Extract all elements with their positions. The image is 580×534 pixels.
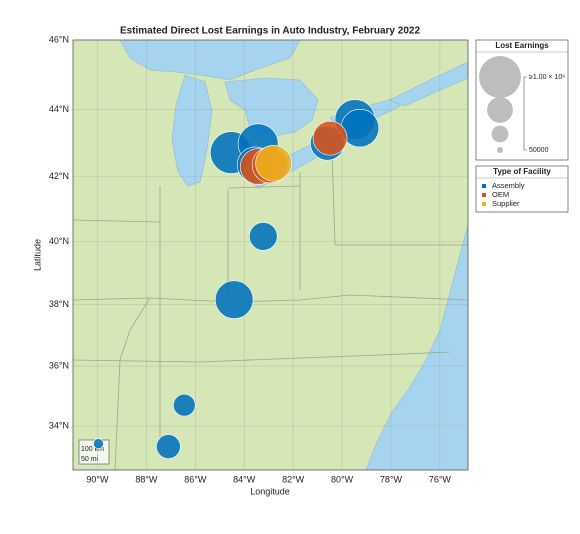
y-tick-label: 36°N [49, 360, 69, 370]
y-tick-label: 42°N [49, 171, 69, 181]
x-tick-label: 82°W [282, 474, 305, 484]
bubble [214, 280, 254, 319]
size-legend-bracket [523, 76, 527, 151]
chart-title: Estimated Direct Lost Earnings in Auto I… [120, 26, 421, 37]
legend-swatch [482, 184, 486, 188]
y-axis-label: Latitude [32, 239, 42, 271]
plot-frame [72, 39, 469, 471]
x-tick-label: 76°W [429, 474, 452, 484]
size-legend-bubble [487, 97, 513, 123]
legend-swatch [482, 202, 486, 206]
legend-label: Assembly [492, 181, 525, 190]
color-legend-title: Type of Facility [493, 167, 551, 176]
bubble [312, 120, 348, 156]
x-tick-label: 88°W [135, 474, 158, 484]
y-tick-label: 34°N [49, 420, 69, 430]
y-tick-label: 44°N [49, 104, 69, 114]
legend-swatch [482, 193, 486, 197]
size-legend-label: 50000 [529, 147, 549, 154]
x-tick-label: 90°W [86, 474, 109, 484]
size-legend-bubble [497, 147, 503, 153]
size-legend [475, 39, 569, 161]
size-legend-bubble [491, 125, 509, 143]
x-tick-label: 80°W [331, 474, 354, 484]
size-legend-bubble [479, 56, 521, 98]
x-tick-label: 86°W [184, 474, 207, 484]
bubble [255, 144, 292, 182]
legend-label: OEM [492, 190, 509, 199]
bubble [248, 222, 278, 251]
size-legend-title: Lost Earnings [495, 41, 549, 50]
x-tick-label: 84°W [233, 474, 256, 484]
size-legend-label: ≥1.00 × 10⁶ [529, 74, 565, 81]
x-tick-label: 78°W [380, 474, 403, 484]
bubble [173, 393, 196, 417]
bubble [156, 434, 181, 459]
y-tick-label: 46°N [49, 34, 69, 44]
bubble [93, 438, 104, 449]
legend-label: Supplier [492, 199, 520, 208]
x-axis-label: Longitude [250, 486, 290, 496]
color-legend [475, 165, 569, 213]
scale-bar-label: 100 km [81, 446, 104, 453]
y-tick-label: 38°N [49, 299, 69, 309]
y-tick-label: 40°N [49, 236, 69, 246]
bubbles [93, 99, 380, 459]
scale-bar-label: 50 mi [81, 456, 99, 463]
